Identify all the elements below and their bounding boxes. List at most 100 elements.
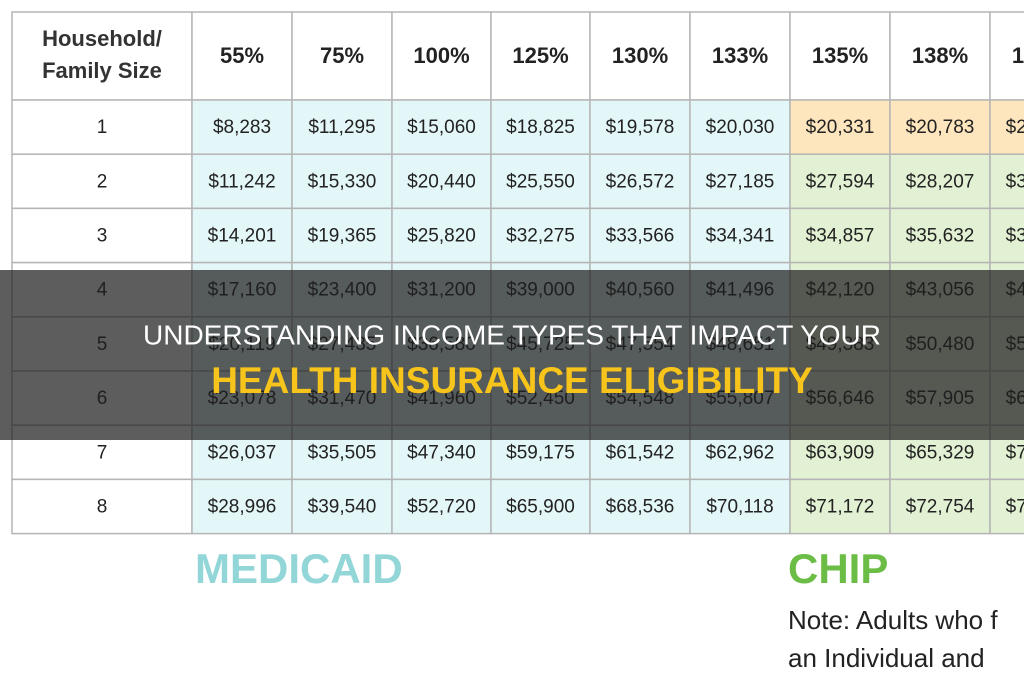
cell-text: $32,275 bbox=[506, 226, 575, 247]
cell-text: $20,783 bbox=[906, 117, 975, 138]
header-text: 75% bbox=[320, 43, 364, 68]
cell-text: $62,962 bbox=[706, 442, 775, 463]
cell-text: $20,331 bbox=[806, 117, 875, 138]
cell-text: 7 bbox=[97, 442, 108, 463]
header-cell bbox=[889, 11, 991, 101]
header-text: Household/Family Size bbox=[42, 26, 162, 83]
banner-title: UNDERSTANDING INCOME TYPES THAT IMPACT Y… bbox=[143, 319, 881, 350]
table-cell bbox=[989, 207, 1024, 264]
cell-text: $34,341 bbox=[706, 226, 775, 247]
table-cell bbox=[11, 99, 193, 155]
cell-text: $22,590 bbox=[1006, 117, 1024, 138]
header-cell bbox=[391, 11, 492, 101]
table-cell bbox=[689, 478, 791, 535]
cell-text: $18,825 bbox=[506, 117, 575, 138]
table-cell bbox=[789, 99, 891, 155]
cell-text: $27,594 bbox=[806, 171, 875, 192]
cell-text: $30,660 bbox=[1006, 171, 1024, 192]
cell-text: $63,909 bbox=[806, 442, 875, 463]
cell-text: $20,030 bbox=[706, 117, 775, 138]
cell-text: $19,578 bbox=[606, 117, 675, 138]
cell-text: $26,037 bbox=[208, 442, 277, 463]
cell-text: $27,185 bbox=[706, 171, 775, 192]
cell-text: $61,542 bbox=[606, 442, 675, 463]
cell-text: $35,632 bbox=[906, 226, 975, 247]
cell-text: $11,242 bbox=[208, 171, 275, 192]
cell-text: 2 bbox=[97, 171, 108, 192]
cell-text: $39,540 bbox=[308, 497, 377, 518]
cell-text: $14,201 bbox=[208, 226, 277, 247]
table-cell bbox=[291, 478, 393, 535]
cell-text: $15,330 bbox=[308, 171, 377, 192]
table-cell bbox=[589, 478, 691, 535]
cell-text: $68,536 bbox=[606, 497, 675, 518]
table-cell bbox=[490, 478, 591, 535]
cell-text: $19,365 bbox=[308, 226, 377, 247]
cell-text: $38,730 bbox=[1006, 226, 1024, 247]
note-text: an Individual and bbox=[788, 643, 985, 673]
table-cell bbox=[191, 99, 293, 155]
table-cell bbox=[391, 478, 492, 535]
table-cell bbox=[589, 99, 691, 155]
header-text: 100% bbox=[413, 43, 469, 68]
banner-background bbox=[0, 270, 1024, 440]
table-cell bbox=[191, 478, 293, 535]
header-cell bbox=[589, 11, 691, 101]
cell-text: $33,566 bbox=[606, 226, 675, 247]
table-cell bbox=[889, 478, 991, 535]
cell-text: $26,572 bbox=[606, 171, 675, 192]
cell-text: $28,996 bbox=[208, 497, 277, 518]
header-text: 150% bbox=[1012, 43, 1024, 68]
header-cell bbox=[789, 11, 891, 101]
chip-label: CHIP bbox=[788, 545, 888, 592]
cell-text: $15,060 bbox=[407, 117, 476, 138]
cell-text: $25,550 bbox=[506, 171, 575, 192]
header-text: 135% bbox=[812, 43, 868, 68]
cell-text: $34,857 bbox=[806, 226, 875, 247]
header-text: 130% bbox=[612, 43, 668, 68]
table-cell bbox=[589, 207, 691, 264]
cell-text: 8 bbox=[97, 497, 108, 518]
cell-text: $52,720 bbox=[407, 497, 476, 518]
cell-text: $79,080 bbox=[1006, 497, 1024, 518]
table-cell bbox=[490, 99, 591, 155]
cell-text: $28,207 bbox=[906, 171, 975, 192]
cell-text: 1 bbox=[97, 117, 108, 138]
header-cell bbox=[989, 11, 1024, 101]
cell-text: $70,118 bbox=[706, 497, 773, 518]
cell-text: $65,900 bbox=[506, 497, 575, 518]
cell-text: $20,440 bbox=[407, 171, 476, 192]
header-text: 125% bbox=[512, 43, 568, 68]
header-text: 138% bbox=[912, 43, 968, 68]
banner-subtitle: HEALTH INSURANCE ELIGIBILITY bbox=[211, 360, 813, 401]
cell-text: $71,172 bbox=[806, 497, 875, 518]
table-cell bbox=[11, 153, 193, 210]
table-cell bbox=[889, 99, 991, 155]
cell-text: $72,754 bbox=[906, 497, 975, 518]
table-cell bbox=[11, 207, 193, 264]
cell-text: $35,505 bbox=[308, 442, 377, 463]
header-text: 55% bbox=[220, 43, 264, 68]
cell-text: $47,340 bbox=[407, 442, 476, 463]
table-cell bbox=[989, 478, 1024, 535]
cell-text: $65,329 bbox=[906, 442, 975, 463]
cell-text: $59,175 bbox=[506, 442, 575, 463]
table-cell bbox=[391, 207, 492, 264]
table-cell bbox=[689, 207, 791, 264]
header-text: 133% bbox=[712, 43, 768, 68]
table-cell bbox=[291, 99, 393, 155]
table-cell bbox=[889, 207, 991, 264]
cell-text: $71,010 bbox=[1006, 442, 1024, 463]
table-cell bbox=[889, 153, 991, 210]
table-cell bbox=[11, 478, 193, 535]
note-text: Note: Adults who f bbox=[788, 605, 998, 635]
table-cell bbox=[689, 99, 791, 155]
cell-text: $25,820 bbox=[407, 226, 476, 247]
table-cell bbox=[989, 99, 1024, 155]
medicaid-label: MEDICAID bbox=[195, 545, 403, 592]
table-cell bbox=[689, 153, 791, 210]
cell-text: $11,295 bbox=[308, 117, 375, 138]
cell-text: 3 bbox=[97, 226, 108, 247]
